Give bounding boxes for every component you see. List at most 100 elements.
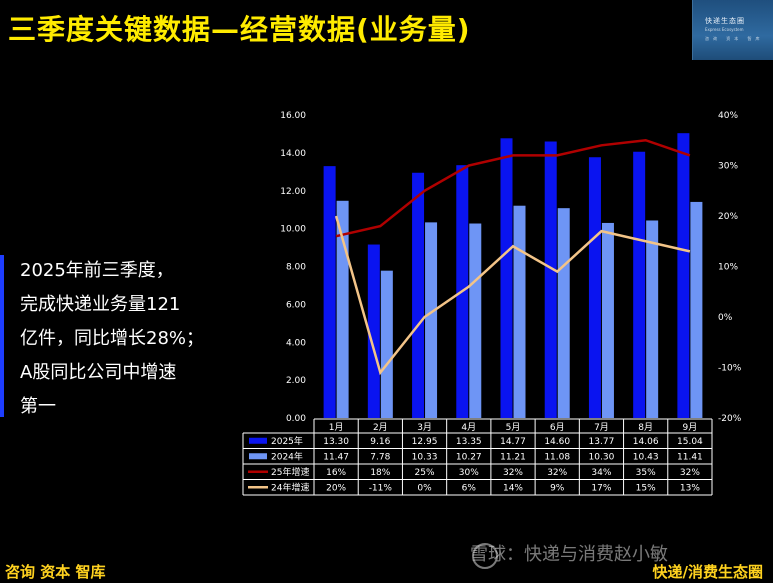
data-cell: 20% <box>326 483 346 493</box>
data-cell: 32% <box>547 468 567 478</box>
data-cell: 15.04 <box>677 437 703 447</box>
x-category-label: 8月 <box>638 422 653 433</box>
bar-2024 <box>380 270 393 418</box>
y-left-tick-label: 10.00 <box>280 225 306 235</box>
y-right-tick-label: 0% <box>718 313 733 323</box>
bar-2025 <box>588 157 601 418</box>
summary-line: 完成快递业务量121 <box>20 294 181 315</box>
data-cell: 16% <box>326 468 346 478</box>
data-cell: 0% <box>417 483 432 493</box>
x-category-label: 9月 <box>683 422 698 433</box>
y-right-tick-label: 20% <box>718 212 738 222</box>
footer-brand: 快递/消费生态圈 <box>652 563 763 581</box>
data-cell: 14.60 <box>544 437 570 447</box>
data-cell: 14.06 <box>633 437 659 447</box>
logo-text-main: 快递生态圈 <box>705 17 745 25</box>
bar-2024 <box>601 222 614 418</box>
bar-2025 <box>633 151 646 418</box>
logo-text-en: Express Ecosystem <box>705 27 744 32</box>
footer-tagline: 咨询 资本 智库 <box>5 563 106 581</box>
slide-title: 三季度关键数据—经营数据(业务量) <box>8 13 471 46</box>
legend-entry: 2024年 <box>271 450 303 462</box>
data-cell: 10.27 <box>456 452 482 462</box>
data-cell: 13% <box>680 483 700 493</box>
y-left-tick-label: 0.00 <box>286 414 306 424</box>
y-left-tick-label: 2.00 <box>286 376 306 386</box>
bar-2024 <box>469 223 482 418</box>
bar-2025 <box>500 138 513 418</box>
summary-text: 2025年前三季度， 完成快递业务量121 亿件，同比增长28%； A股同比公司… <box>20 254 220 424</box>
bar-2024 <box>513 205 526 418</box>
legend-swatch <box>249 453 267 460</box>
bar-2024 <box>425 222 438 418</box>
y-left-tick-label: 6.00 <box>286 300 306 310</box>
y-right-tick-label: 10% <box>718 263 738 273</box>
data-cell: 11.41 <box>677 452 703 462</box>
data-cell: 13.35 <box>456 437 482 447</box>
y-left-tick-label: 16.00 <box>280 111 306 121</box>
y-left-tick-label: 14.00 <box>280 149 306 159</box>
legend-entry: 24年增速 <box>271 481 309 493</box>
logo-text-sub: 咨询 资本 智库 <box>705 36 764 41</box>
growth-line-25 <box>335 138 691 238</box>
x-category-label: 2月 <box>373 422 388 433</box>
bar-2025 <box>367 244 380 418</box>
legend-entry: 2025年 <box>271 435 303 447</box>
bar-2024 <box>646 220 659 418</box>
x-category-label: 4月 <box>461 422 476 433</box>
data-cell: 9.16 <box>370 437 390 447</box>
summary-line: A股同比公司中增速 <box>20 362 177 383</box>
y-right-tick-label: 40% <box>718 111 738 121</box>
watermark-text: 雪球：快递与消费赵小敏 <box>470 544 668 565</box>
data-cell: 11.21 <box>500 452 526 462</box>
summary-accent-bar <box>0 255 4 417</box>
y-right-tick-label: -10% <box>718 364 742 374</box>
data-cell: 17% <box>591 483 611 493</box>
x-category-label: 5月 <box>506 422 521 433</box>
data-cell: -11% <box>369 483 393 493</box>
growth-line-24 <box>334 215 691 376</box>
data-cell: 10.33 <box>412 452 438 462</box>
bar-2024 <box>336 200 349 418</box>
data-cell: 15% <box>636 483 656 493</box>
bar-2025 <box>544 141 557 418</box>
xueqiu-watermark-icon <box>472 543 498 569</box>
bar-2025 <box>677 133 690 418</box>
bar-2024 <box>690 201 703 418</box>
data-cell: 35% <box>636 468 656 478</box>
y-left-tick-label: 12.00 <box>280 187 306 197</box>
data-cell: 9% <box>550 483 565 493</box>
y-right-tick-label: -20% <box>718 414 742 424</box>
data-cell: 6% <box>462 483 477 493</box>
data-cell: 7.78 <box>370 452 390 462</box>
data-cell: 11.08 <box>544 452 570 462</box>
data-cell: 18% <box>370 468 390 478</box>
data-cell: 13.30 <box>323 437 349 447</box>
legend-swatch <box>249 437 267 444</box>
x-category-label: 7月 <box>594 422 609 433</box>
summary-line: 2025年前三季度， <box>20 260 174 281</box>
data-cell: 34% <box>591 468 611 478</box>
y-right-tick-label: 30% <box>718 162 738 172</box>
data-cell: 12.95 <box>412 437 438 447</box>
data-cell: 11.47 <box>323 452 349 462</box>
data-cell: 13.77 <box>589 437 615 447</box>
data-cell: 14.77 <box>500 437 526 447</box>
data-cell: 32% <box>680 468 700 478</box>
data-cell: 25% <box>415 468 435 478</box>
data-cell: 14% <box>503 483 523 493</box>
y-left-tick-label: 8.00 <box>286 263 306 273</box>
data-cell: 10.30 <box>589 452 615 462</box>
data-cell: 10.43 <box>633 452 659 462</box>
y-left-tick-label: 4.00 <box>286 338 306 348</box>
x-category-label: 6月 <box>550 422 565 433</box>
x-category-label: 1月 <box>329 422 344 433</box>
bar-2024 <box>557 208 570 418</box>
summary-line: 第一 <box>20 396 56 417</box>
legend-entry: 25年增速 <box>271 466 309 478</box>
bar-2025 <box>412 172 425 418</box>
data-cell: 32% <box>503 468 523 478</box>
data-cell: 30% <box>459 468 479 478</box>
summary-line: 亿件，同比增长28%； <box>20 328 205 349</box>
